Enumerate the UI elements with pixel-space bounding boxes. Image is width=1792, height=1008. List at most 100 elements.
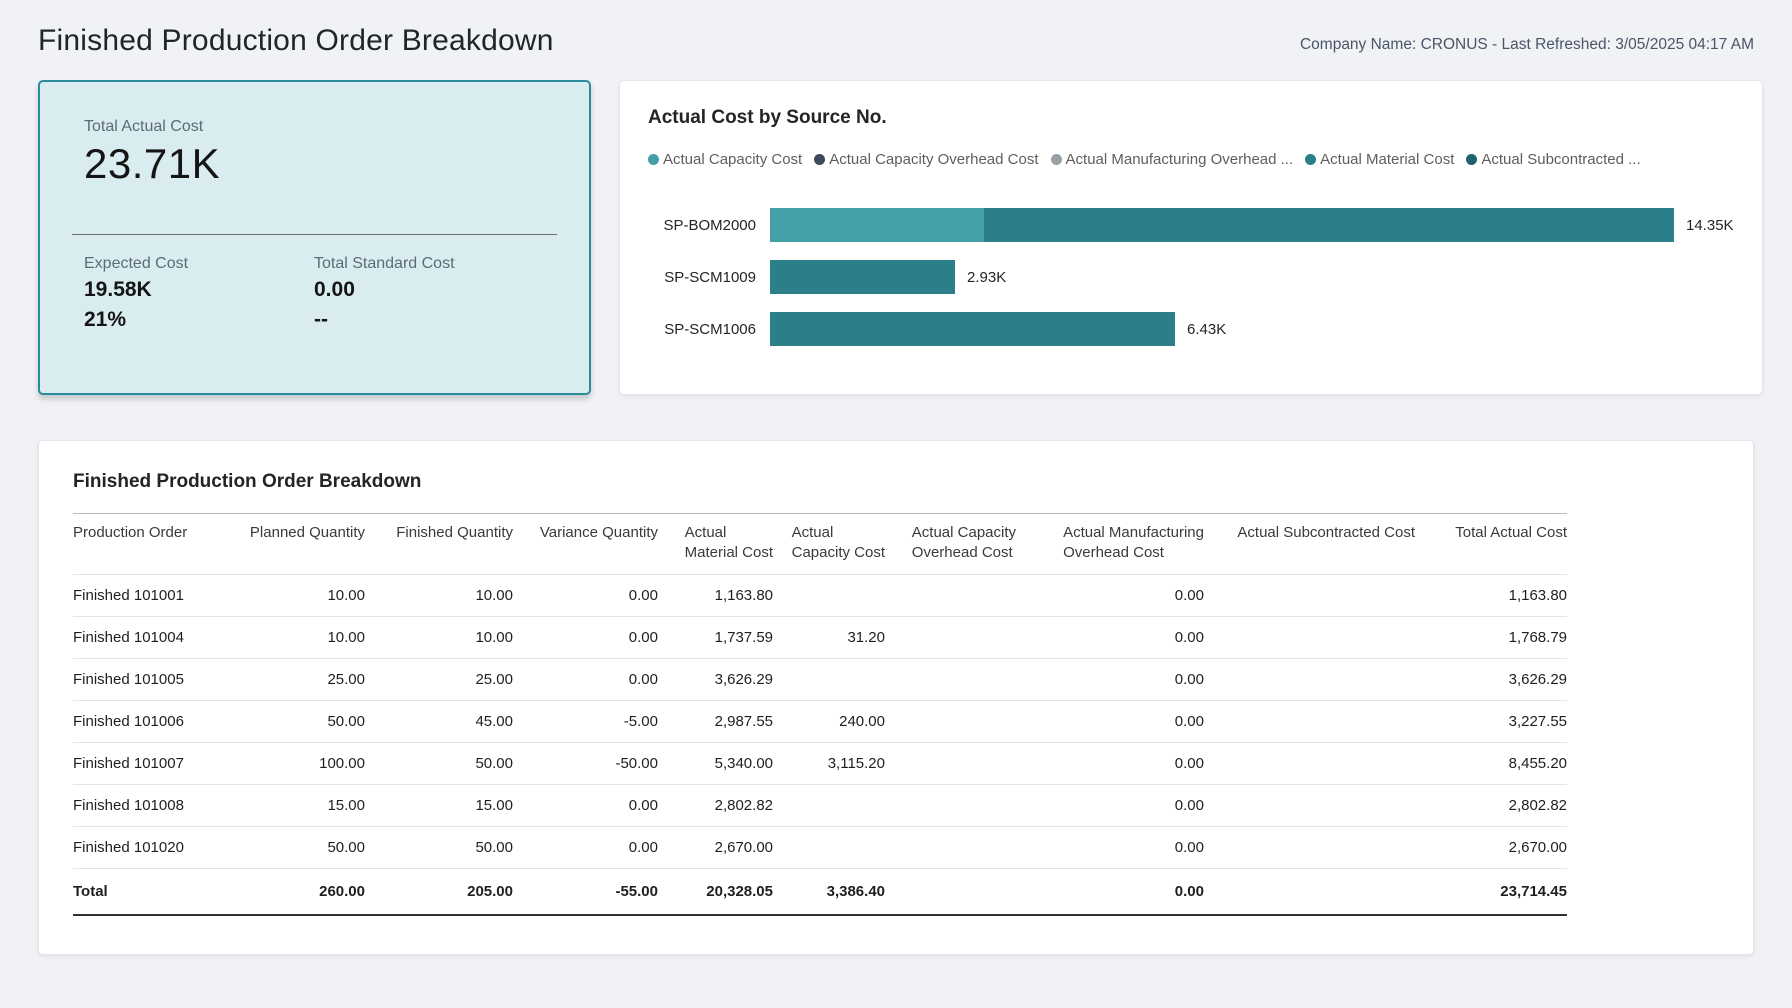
table-cell: 0.00: [1174, 755, 1204, 772]
total-standard-cost-sub: --: [314, 308, 328, 331]
table-cell: 3,626.29: [714, 671, 773, 688]
table-cell: Finished 101001: [73, 587, 184, 604]
table-cell: [1204, 827, 1415, 869]
table-cell: -50.00: [615, 755, 658, 772]
bar-row-SP-BOM2000: SP-BOM2000 14.35K: [648, 208, 1734, 242]
table-cell: 0.00: [628, 797, 658, 814]
column-header-10[interactable]: Total Actual Cost: [1415, 514, 1567, 575]
bar-track: [770, 260, 955, 294]
bar-category-label: SP-SCM1009: [664, 268, 756, 286]
legend-label: Actual Capacity Cost: [663, 151, 803, 168]
table-row[interactable]: Finished 101020 50.00 50.00 0.00 2,670.00 0.0…: [73, 827, 1567, 869]
table-row[interactable]: Finished 101006 50.00 45.00 -5.00 2,987.55 24…: [73, 701, 1567, 743]
table-cell: 8,455.20: [1508, 755, 1567, 772]
table-cell: 0.00: [1174, 629, 1204, 646]
table-cell: [885, 617, 1016, 659]
legend-item-5[interactable]: Actual Subcontracted ...: [1466, 151, 1641, 168]
table-cell: [885, 827, 1016, 869]
table-title: Finished Production Order Breakdown: [73, 471, 422, 492]
table-cell: 10.00: [327, 587, 365, 604]
column-header-9[interactable]: Actual Subcontracted Cost: [1204, 514, 1415, 575]
table-row[interactable]: Finished 101007 100.00 50.00 -50.00 5,340.00…: [73, 743, 1567, 785]
kpi-secondary-values: Expected Cost 19.58K 21% Total Standard …: [84, 255, 545, 332]
table-row[interactable]: Finished 101004 10.00 10.00 0.00 1,737.59 31.…: [73, 617, 1567, 659]
column-header-text: Planned Quantity: [249, 524, 365, 541]
column-header-text: Actual Manufacturing Overhead Cost: [1063, 524, 1204, 561]
bar-segment[interactable]: [770, 208, 984, 242]
column-header-text: Finished Quantity: [396, 524, 513, 541]
table-cell: 45.00: [475, 713, 513, 730]
legend-item-2[interactable]: Actual Capacity Overhead Cost: [814, 151, 1039, 168]
table-cell: Finished 101004: [73, 629, 184, 646]
bar-row-SP-SCM1006: SP-SCM1006 6.43K: [648, 312, 1734, 346]
table-cell: [885, 701, 1016, 743]
table-cell: [773, 785, 885, 827]
actual-cost-by-source-chart: Actual Cost by Source No. Actual Capacit…: [619, 80, 1763, 395]
table-cell: 240.00: [839, 713, 885, 730]
table-cell: 20,328.05: [706, 882, 773, 900]
column-header-2[interactable]: Planned Quantity: [223, 514, 365, 575]
table-header-row: Production Order Planned Quantity Finished…: [73, 514, 1567, 575]
table-body: Finished 101001 10.00 10.00 0.00 1,163.80 0.0…: [73, 575, 1567, 915]
table-cell: 0.00: [1174, 587, 1204, 604]
table-cell: 0.00: [1174, 882, 1204, 900]
column-header-text: Total Actual Cost: [1455, 524, 1567, 541]
table-cell: 50.00: [327, 713, 365, 730]
table-cell: Finished 101007: [73, 755, 184, 772]
table-cell: 0.00: [628, 839, 658, 856]
legend-dot-icon: [1466, 154, 1478, 165]
chart-title: Actual Cost by Source No.: [648, 107, 887, 128]
column-header-text: Actual Material Cost: [684, 524, 773, 561]
bar-value-label: 6.43K: [1187, 320, 1227, 338]
kpi-title: Total Actual Cost: [84, 118, 204, 135]
table-cell: 15.00: [327, 797, 365, 814]
legend-item-4[interactable]: Actual Material Cost: [1305, 151, 1454, 168]
table-cell: 0.00: [628, 671, 658, 688]
table-cell: Finished 101020: [73, 839, 184, 856]
table-cell: 0.00: [1174, 839, 1204, 856]
table-cell: 25.00: [475, 671, 513, 688]
table-row[interactable]: Finished 101005 25.00 25.00 0.00 3,626.29 0.0…: [73, 659, 1567, 701]
column-header-3[interactable]: Finished Quantity: [365, 514, 513, 575]
breakdown-table: Production Order Planned Quantity Finished…: [73, 513, 1567, 916]
column-header-8[interactable]: Actual Manufacturing Overhead Cost: [1016, 514, 1204, 575]
column-header-text: Production Order: [73, 524, 188, 541]
table-cell: -55.00: [615, 882, 658, 900]
table-cell: 2,670.00: [1508, 839, 1567, 856]
kpi-divider: [72, 234, 557, 235]
column-header-1[interactable]: Production Order: [73, 514, 223, 575]
bar-segment[interactable]: [984, 208, 1674, 242]
legend-dot-icon: [1305, 154, 1317, 165]
chart-legend: Actual Capacity Cost Actual Capacity Over…: [648, 151, 1734, 168]
table-cell: [1204, 785, 1415, 827]
table-cell: Total: [73, 882, 108, 900]
column-header-4[interactable]: Variance Quantity: [513, 514, 658, 575]
bar-segment[interactable]: [770, 260, 955, 294]
legend-dot-icon: [814, 154, 826, 165]
table-cell: [1204, 575, 1415, 617]
expected-cost-block: Expected Cost 19.58K 21%: [84, 255, 314, 332]
bar-segment[interactable]: [770, 312, 1175, 346]
column-header-5[interactable]: Actual Material Cost: [658, 514, 773, 575]
table-cell: 260.00: [319, 882, 365, 900]
legend-item-3[interactable]: Actual Manufacturing Overhead ...: [1050, 151, 1293, 168]
total-standard-cost-value: 0.00: [314, 278, 355, 301]
table-cell: 1,163.80: [714, 587, 773, 604]
table-cell: 2,987.55: [714, 713, 773, 730]
table-cell: Finished 101008: [73, 797, 184, 814]
table-cell: 0.00: [628, 629, 658, 646]
legend-dot-icon: [648, 154, 659, 165]
page-header: Finished Production Order Breakdown Comp…: [38, 0, 1754, 80]
chart-bars-area: SP-BOM2000 14.35K SP-SCM1009 2.93K SP-SCM100…: [648, 208, 1734, 346]
expected-cost-value: 19.58K: [84, 278, 152, 301]
bar-value-label: 2.93K: [967, 268, 1007, 286]
table-cell: 205.00: [467, 882, 513, 900]
table-row[interactable]: Finished 101001 10.00 10.00 0.00 1,163.80 0.0…: [73, 575, 1567, 617]
bar-track: [770, 208, 1674, 242]
column-header-6[interactable]: Actual Capacity Cost: [773, 514, 885, 575]
column-header-7[interactable]: Actual Capacity Overhead Cost: [885, 514, 1016, 575]
table-cell: [773, 659, 885, 701]
table-row[interactable]: Finished 101008 15.00 15.00 0.00 2,802.82 0.0…: [73, 785, 1567, 827]
legend-item-1[interactable]: Actual Capacity Cost: [648, 151, 802, 168]
